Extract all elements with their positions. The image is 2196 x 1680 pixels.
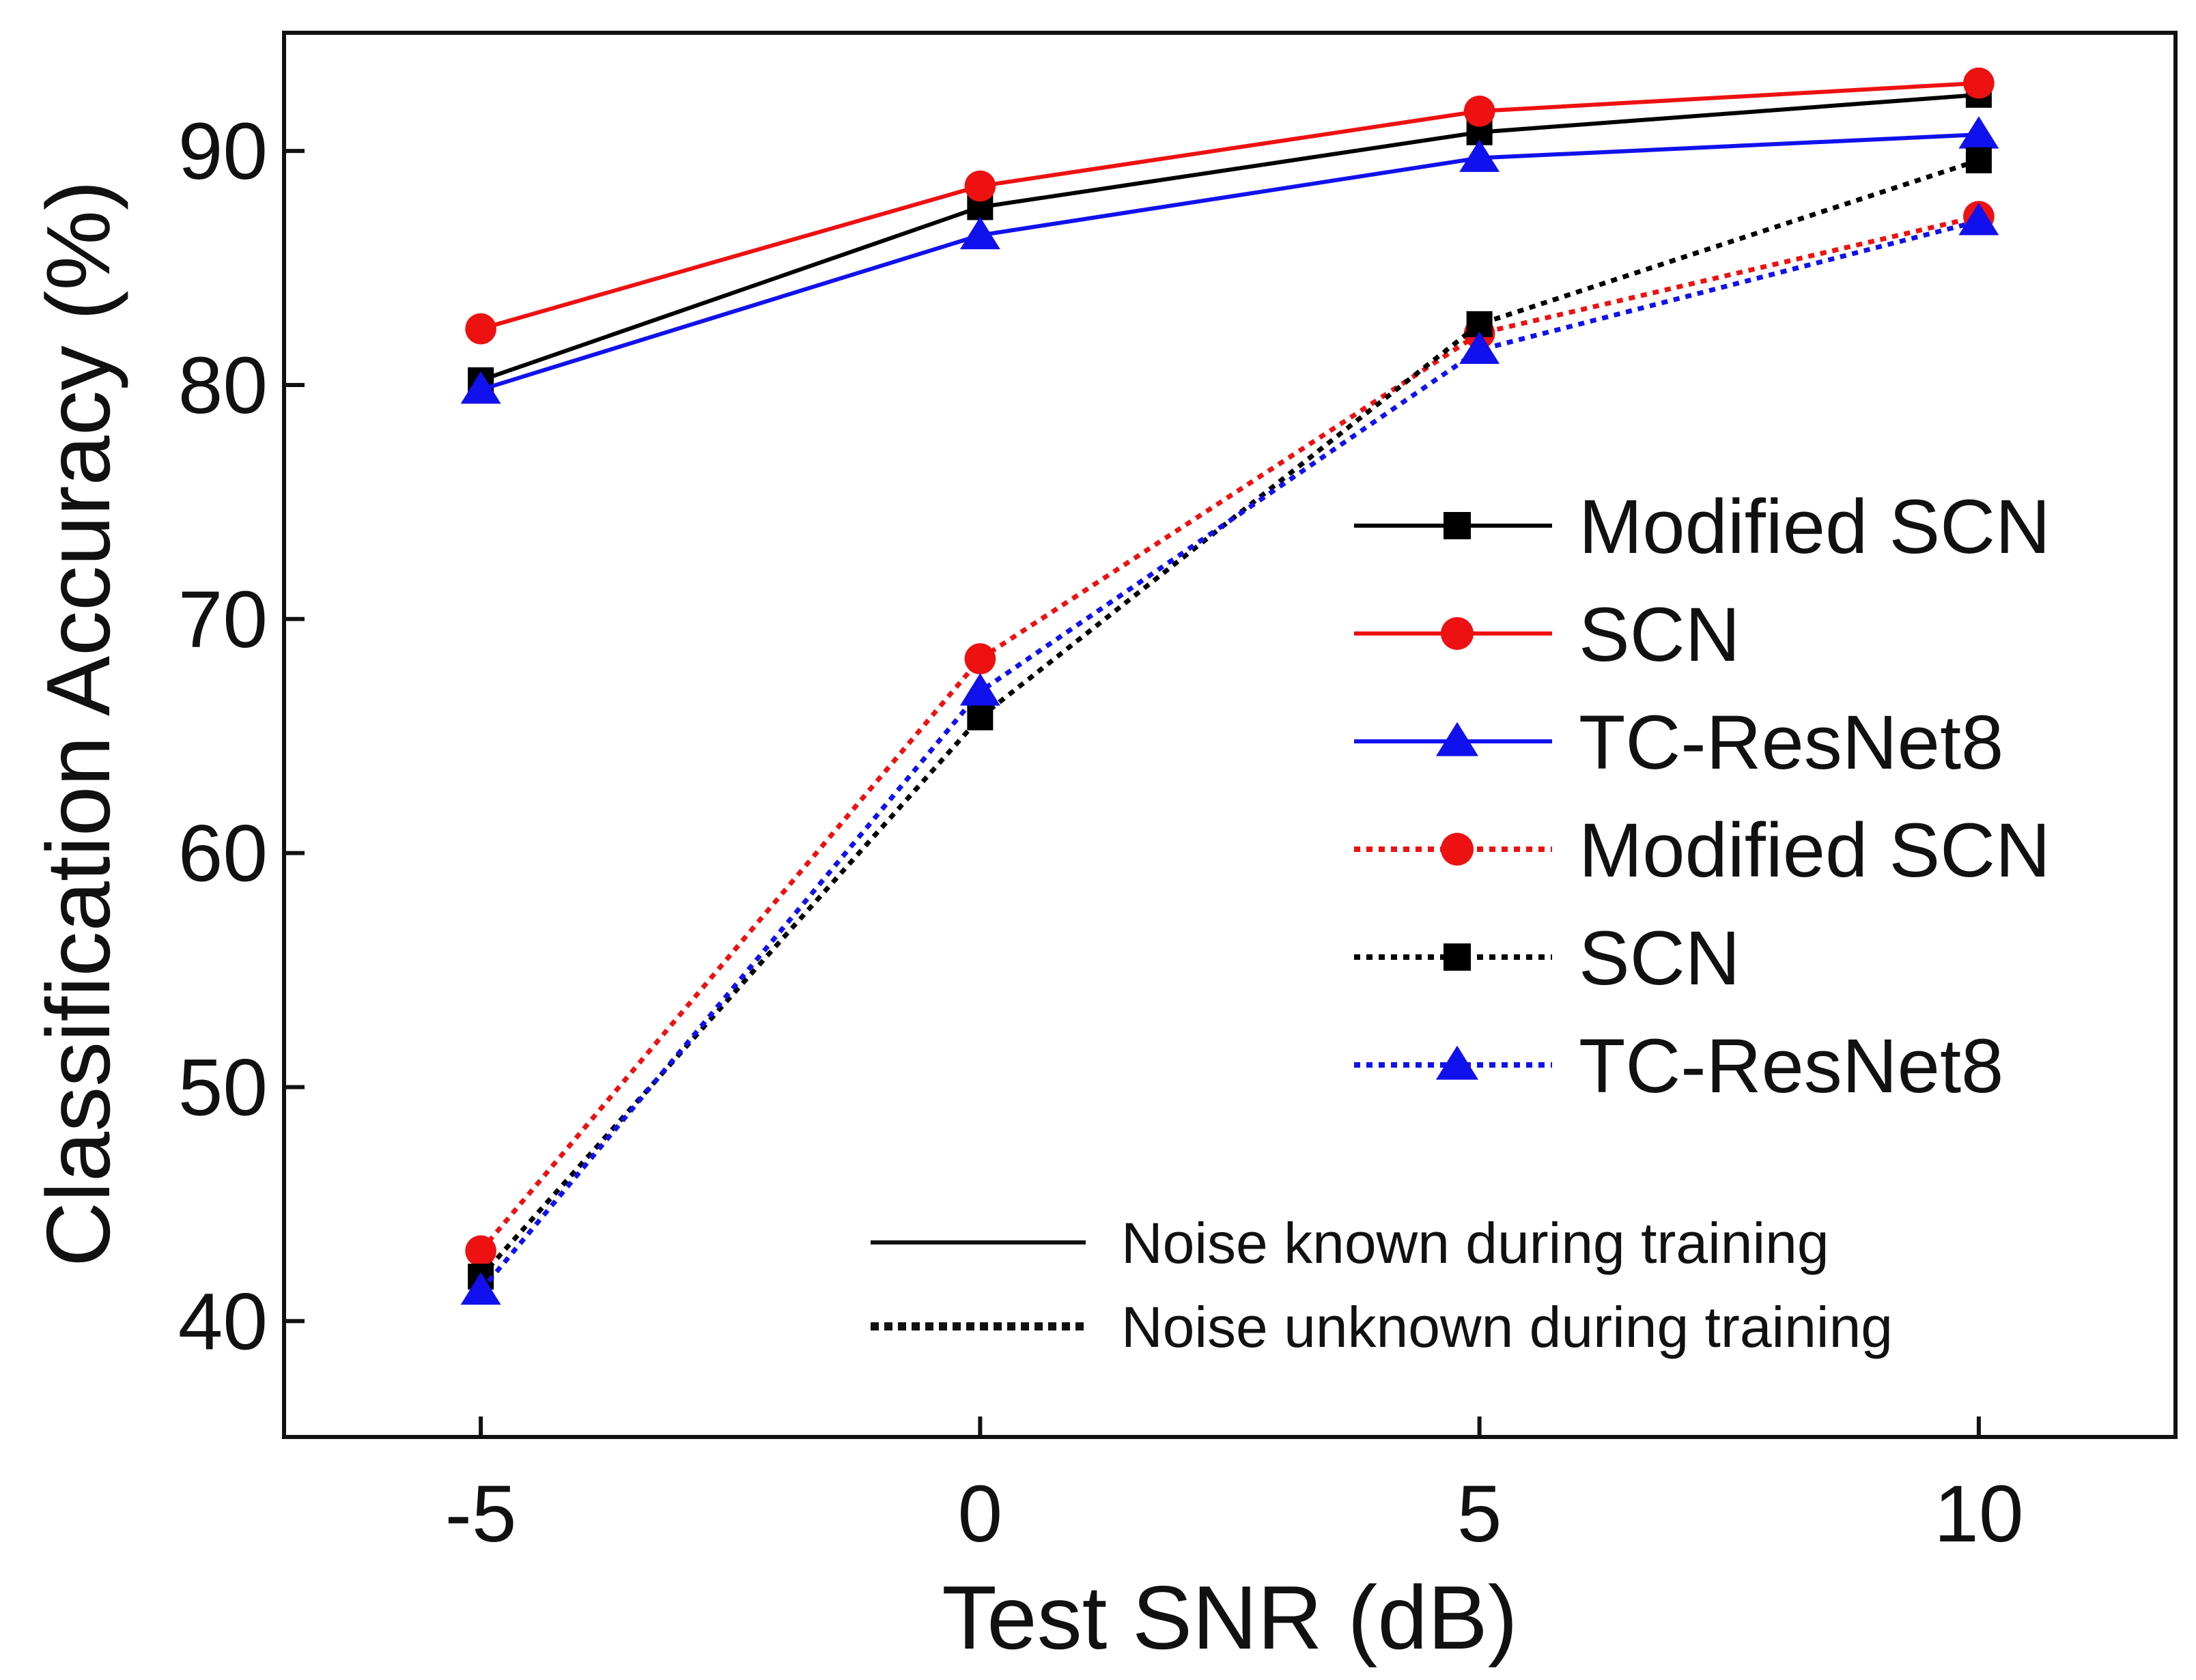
y-tick-label: 70: [178, 575, 268, 665]
x-tick-label: 5: [1457, 1469, 1502, 1559]
series-line: [479, 214, 1980, 1253]
plot-frame: [282, 31, 2178, 1439]
y-tick-label: 90: [178, 106, 268, 197]
line-style-notes: Noise known during training Noise unknown…: [871, 1211, 1893, 1359]
data-point: [1459, 331, 1500, 365]
data-point: [1963, 67, 1995, 99]
x-tick-label: 10: [1934, 1469, 2023, 1559]
y-axis-title: Classification Accuracy (%): [28, 180, 128, 1267]
data-point: [964, 170, 996, 202]
legend-item: SCN: [1354, 592, 1740, 677]
data-point: [1958, 116, 1999, 149]
series-1: [465, 67, 1995, 345]
legend-item: Modified SCN: [1354, 484, 2051, 569]
series-line: [480, 92, 1980, 382]
y-axis: 40 50 60 70 80 90: [178, 106, 305, 1367]
legend-item: SCN: [1354, 915, 1740, 1001]
y-tick-label: 40: [178, 1277, 268, 1367]
x-axis-title: Test SNR (dB): [942, 1567, 1518, 1668]
data-point: [1459, 139, 1500, 172]
series-5: [460, 203, 1999, 1305]
data-point: [465, 1235, 496, 1267]
legend-item: TC-ResNet8: [1354, 700, 2003, 785]
legend-marker: [1441, 617, 1474, 650]
legend-label: SCN: [1579, 592, 1740, 677]
legend-item: Modified SCN: [1354, 808, 2051, 893]
legend-label: Modified SCN: [1579, 484, 2051, 569]
series-line: [480, 132, 1980, 392]
legend-marker: [1435, 1045, 1479, 1080]
line-style-note: Noise unknown during training: [871, 1295, 1893, 1359]
line-style-note: Noise known during training: [871, 1211, 1829, 1275]
series-0: [468, 81, 1992, 394]
x-tick-label: -5: [445, 1469, 517, 1559]
series-4: [468, 147, 1992, 1290]
data-point: [1463, 96, 1495, 127]
y-tick-label: 60: [178, 809, 268, 899]
series-line: [479, 158, 1980, 1279]
data-point: [1958, 203, 1999, 236]
legend-marker: [1435, 722, 1479, 756]
legend-marker: [1444, 512, 1471, 539]
data-point: [967, 704, 994, 730]
y-tick-label: 50: [178, 1042, 268, 1133]
legend-label: Modified SCN: [1579, 808, 2051, 893]
legend-marker: [1441, 833, 1474, 866]
data-point: [1965, 147, 1992, 173]
legend-label: TC-ResNet8: [1579, 700, 2003, 785]
legend-label: TC-ResNet8: [1579, 1023, 2003, 1109]
series-line: [480, 81, 1980, 331]
data-point: [959, 673, 1000, 706]
y-tick-label: 80: [178, 341, 268, 431]
data-point: [465, 313, 496, 345]
series-layer: [460, 67, 1999, 1305]
note-label: Noise unknown during training: [1121, 1295, 1893, 1359]
data-point: [959, 216, 1000, 250]
x-axis: -5 0 5 10: [445, 1416, 2024, 1559]
legend: Modified SCN SCN TC-ResNet8 Modified SCN SCN…: [1354, 484, 2051, 1109]
data-point: [460, 1272, 501, 1305]
series-line: [479, 218, 1980, 1292]
series-2: [460, 116, 1999, 404]
data-point: [964, 643, 996, 674]
legend-item: TC-ResNet8: [1354, 1023, 2003, 1109]
note-label: Noise known during training: [1121, 1211, 1829, 1275]
legend-label: SCN: [1579, 915, 1740, 1001]
x-tick-label: 0: [958, 1469, 1003, 1559]
data-point: [460, 371, 501, 404]
legend-marker: [1444, 943, 1471, 971]
